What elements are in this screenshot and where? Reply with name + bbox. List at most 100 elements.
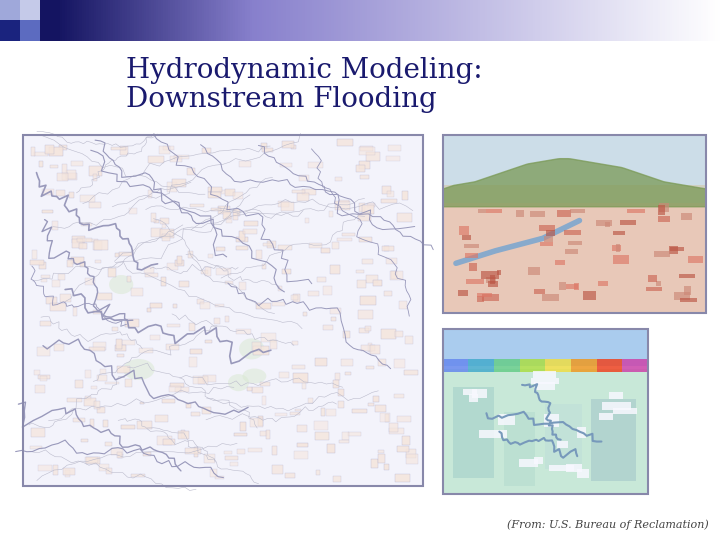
Bar xyxy=(463,0,467,40)
Bar xyxy=(497,0,500,40)
Bar xyxy=(391,0,395,40)
Bar xyxy=(67,0,71,40)
Bar xyxy=(533,0,536,40)
Bar xyxy=(463,389,477,395)
Bar xyxy=(76,380,84,388)
Bar xyxy=(185,448,201,455)
Bar xyxy=(310,243,322,248)
Bar xyxy=(337,139,353,146)
Bar xyxy=(204,0,207,40)
Bar xyxy=(626,0,629,40)
Bar xyxy=(41,279,48,282)
Bar xyxy=(153,0,157,40)
Bar xyxy=(544,236,552,242)
Bar xyxy=(272,302,285,306)
Bar xyxy=(252,342,261,351)
Bar xyxy=(305,218,310,223)
Bar xyxy=(7,0,10,40)
Bar xyxy=(359,203,365,212)
Bar xyxy=(348,432,361,436)
Bar xyxy=(261,0,265,40)
Bar xyxy=(490,274,495,284)
Bar xyxy=(247,0,251,40)
Bar xyxy=(539,242,554,246)
Bar xyxy=(105,382,120,384)
Bar xyxy=(173,0,176,40)
Bar xyxy=(680,298,697,302)
Bar xyxy=(191,413,200,416)
Bar xyxy=(259,0,262,40)
Bar xyxy=(403,0,406,40)
Bar xyxy=(631,0,634,40)
Bar xyxy=(564,0,567,40)
Bar xyxy=(186,403,191,408)
Bar xyxy=(379,450,384,454)
Bar xyxy=(216,247,225,251)
Bar xyxy=(146,0,150,40)
Bar xyxy=(499,0,503,40)
Bar xyxy=(145,273,158,278)
Bar xyxy=(351,409,366,413)
Bar xyxy=(67,260,73,267)
Bar xyxy=(698,0,701,40)
Bar xyxy=(691,0,694,40)
Bar xyxy=(358,213,371,221)
Bar xyxy=(150,335,160,340)
Bar xyxy=(317,276,326,282)
Bar xyxy=(74,0,78,40)
Bar xyxy=(405,449,416,458)
Bar xyxy=(288,0,291,40)
Bar xyxy=(230,462,238,466)
Bar xyxy=(117,354,124,357)
Bar xyxy=(67,398,82,402)
Bar xyxy=(366,275,379,283)
Bar xyxy=(139,348,153,353)
Bar xyxy=(221,0,224,40)
Bar xyxy=(12,0,15,40)
Bar xyxy=(650,0,654,40)
Bar xyxy=(89,202,101,208)
Bar xyxy=(257,0,260,40)
Bar xyxy=(458,289,468,296)
Bar xyxy=(394,359,405,368)
Bar xyxy=(669,246,678,254)
Bar xyxy=(526,0,528,40)
Bar xyxy=(194,447,198,457)
Bar xyxy=(533,371,556,378)
Bar xyxy=(381,329,396,339)
Bar xyxy=(108,0,111,40)
Bar xyxy=(564,248,578,254)
Bar xyxy=(315,357,327,366)
Bar xyxy=(643,0,647,40)
Bar xyxy=(670,0,672,40)
Bar xyxy=(330,307,341,314)
Bar xyxy=(535,0,539,40)
Bar xyxy=(468,0,471,40)
Bar xyxy=(314,421,328,430)
Bar xyxy=(509,0,512,40)
Bar xyxy=(367,203,375,207)
Bar xyxy=(338,440,349,443)
Bar xyxy=(387,191,394,197)
Bar xyxy=(559,0,562,40)
Bar xyxy=(387,0,390,40)
Bar xyxy=(519,458,539,467)
Bar xyxy=(149,0,152,40)
Text: (From: U.S. Bureau of Reclamation): (From: U.S. Bureau of Reclamation) xyxy=(508,519,709,530)
Bar xyxy=(35,152,48,156)
Bar xyxy=(99,464,109,471)
Bar xyxy=(660,0,663,40)
Bar xyxy=(295,0,298,40)
Bar xyxy=(187,0,190,40)
Bar xyxy=(462,235,471,240)
Bar xyxy=(96,375,107,381)
Bar xyxy=(239,160,251,167)
Bar xyxy=(323,286,332,295)
Bar xyxy=(58,274,65,280)
Bar xyxy=(210,469,217,477)
Bar xyxy=(81,439,89,442)
Bar xyxy=(502,0,505,40)
Bar xyxy=(208,192,221,198)
Bar xyxy=(708,0,711,40)
Bar xyxy=(297,193,309,201)
